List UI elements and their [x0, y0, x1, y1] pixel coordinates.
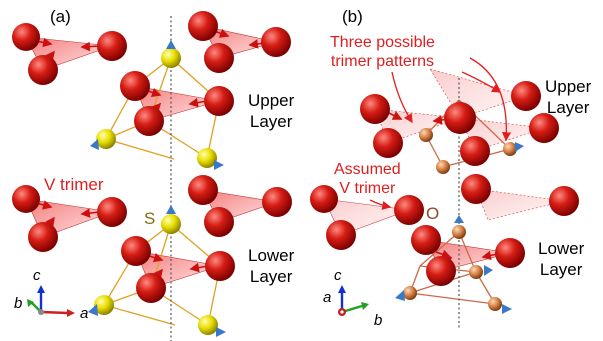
oxygen-atom — [503, 142, 517, 156]
axis-b-label-b: b — [374, 312, 383, 329]
vanadium-atom — [426, 256, 456, 286]
sulfur-atom — [96, 129, 116, 149]
upper-layer-label-b: Upper Layer — [545, 77, 592, 117]
sulfur-atom — [197, 148, 217, 168]
sulfur-atom-label: S — [144, 209, 156, 228]
axes-indicator-b — [338, 285, 369, 316]
trimer-patterns-note: Three possible trimer patterns — [330, 34, 435, 70]
trimer-pattern-triangle — [475, 188, 565, 221]
vanadium-atom — [373, 128, 403, 158]
displacement-arrows-a — [35, 28, 266, 281]
oxygen-atoms-b — [403, 128, 517, 311]
axis-a-label-b: a — [323, 289, 332, 306]
v-trimer-label: V trimer — [44, 175, 104, 194]
upper-layer-label-a: Upper Layer — [248, 91, 295, 131]
vanadium-atom — [204, 43, 234, 73]
sulfur-atom — [94, 295, 114, 315]
vanadium-atom — [205, 251, 235, 281]
vanadium-atom — [12, 23, 40, 51]
sulfur-displacement-arrows-a — [88, 40, 226, 337]
vanadium-atoms-a — [12, 11, 292, 303]
pattern-pointer-arrows — [369, 57, 512, 210]
lower-layer-label-b: Lower Layer — [538, 239, 585, 279]
axis-c-label-b: c — [334, 267, 342, 284]
vanadium-atom — [261, 27, 291, 57]
panel-b-structure — [310, 57, 579, 330]
vanadium-atom — [134, 106, 164, 136]
axis-a-label-a: a — [80, 305, 89, 322]
oxygen-atom — [452, 225, 466, 239]
oxygen-atom — [403, 286, 417, 300]
panel-b-label: (b) — [342, 7, 363, 26]
vanadium-atom — [188, 175, 218, 205]
panel-a-structure — [12, 11, 292, 341]
oxygen-atom-label: O — [426, 204, 440, 223]
vanadium-atom — [394, 195, 424, 225]
axis-c-label-a: c — [33, 267, 41, 284]
oxygen-atom — [419, 128, 433, 142]
vanadium-atom — [310, 185, 338, 213]
vanadium-atom — [188, 11, 218, 41]
vanadium-atom — [97, 197, 127, 227]
assumed-trimer-note: Assumed V trimer — [334, 161, 401, 197]
axes-indicator-a — [27, 285, 75, 317]
vanadium-atom — [262, 187, 292, 217]
vanadium-atom — [511, 81, 541, 111]
vanadium-atom — [549, 186, 579, 216]
vanadium-atom — [204, 86, 234, 116]
vanadium-atom — [460, 136, 490, 166]
vanadium-atom — [461, 174, 491, 204]
vanadium-atom — [12, 185, 40, 213]
vanadium-atom — [28, 222, 58, 252]
axis-b-label-a: b — [14, 295, 23, 312]
sulfur-atom — [198, 315, 218, 335]
vanadium-atoms-b — [310, 81, 579, 286]
vanadium-atom — [360, 94, 390, 124]
vanadium-atom — [529, 113, 559, 143]
oxygen-atom — [436, 160, 450, 174]
vanadium-atom — [495, 238, 525, 268]
oxygen-displacement-arrows-b — [395, 142, 524, 314]
vanadium-atom — [136, 273, 166, 303]
vanadium-atom — [121, 236, 151, 266]
vanadium-atom — [120, 71, 150, 101]
sulfur-atom — [161, 214, 181, 234]
panel-a-label: (a) — [50, 7, 71, 26]
vanadium-atom — [204, 207, 234, 237]
vanadium-atom — [97, 31, 127, 61]
vanadium-atom — [326, 220, 356, 250]
vanadium-atom — [28, 55, 58, 85]
vanadium-atom — [444, 102, 476, 134]
oxygen-atom — [488, 297, 502, 311]
oxygen-atom — [469, 265, 483, 279]
sulfur-atom — [161, 48, 181, 68]
sulfur-atoms-a — [94, 48, 218, 335]
vanadium-atom — [411, 225, 441, 255]
lower-layer-label-a: Lower Layer — [248, 246, 295, 286]
